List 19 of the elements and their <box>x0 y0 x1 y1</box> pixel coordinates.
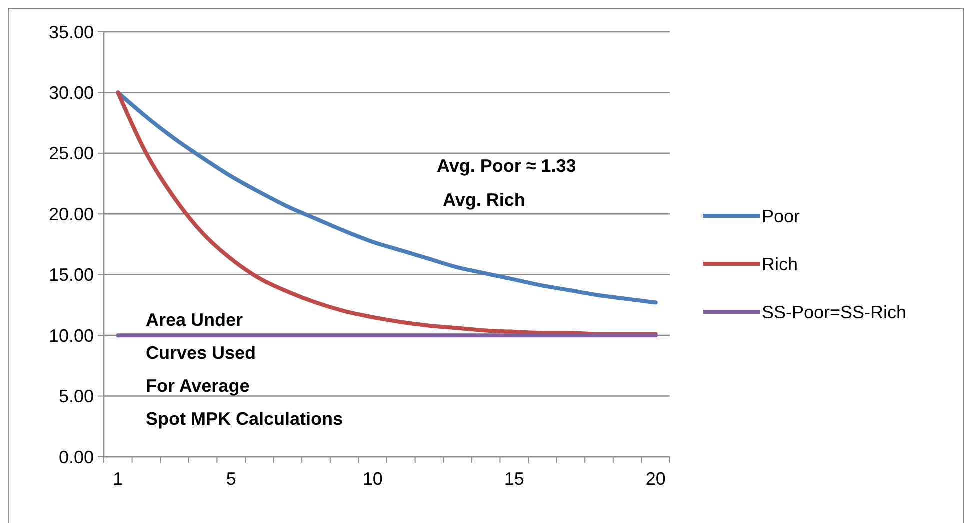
x-tick-label: 5 <box>226 469 236 489</box>
y-tick-label: 10.00 <box>48 326 94 346</box>
y-tick-label: 15.00 <box>48 265 94 286</box>
legend-label: Poor <box>762 206 800 226</box>
annotation: Area Under Curves Used For Average Spot MPK Calculations <box>146 310 344 429</box>
y-tick-label: 5.00 <box>58 386 94 407</box>
y-tick-label: 0.00 <box>58 447 94 468</box>
x-tick-label: 15 <box>504 469 524 489</box>
x-tick-label: 20 <box>646 469 666 489</box>
y-tick-label: 25.00 <box>48 144 94 164</box>
legend-label: SS-Poor=SS-Rich <box>762 302 907 322</box>
legend-label: Rich <box>762 254 798 274</box>
y-tick-label: 20.00 <box>48 204 94 224</box>
annotation: Avg. Poor ≈ 1.33 <box>437 156 576 176</box>
x-tick-label: 10 <box>362 469 383 489</box>
annotation: Avg. Rich <box>443 190 526 210</box>
x-tick-label: 1 <box>113 469 124 489</box>
y-tick-label: 30.00 <box>48 83 94 104</box>
y-tick-label: 35.00 <box>48 22 94 42</box>
